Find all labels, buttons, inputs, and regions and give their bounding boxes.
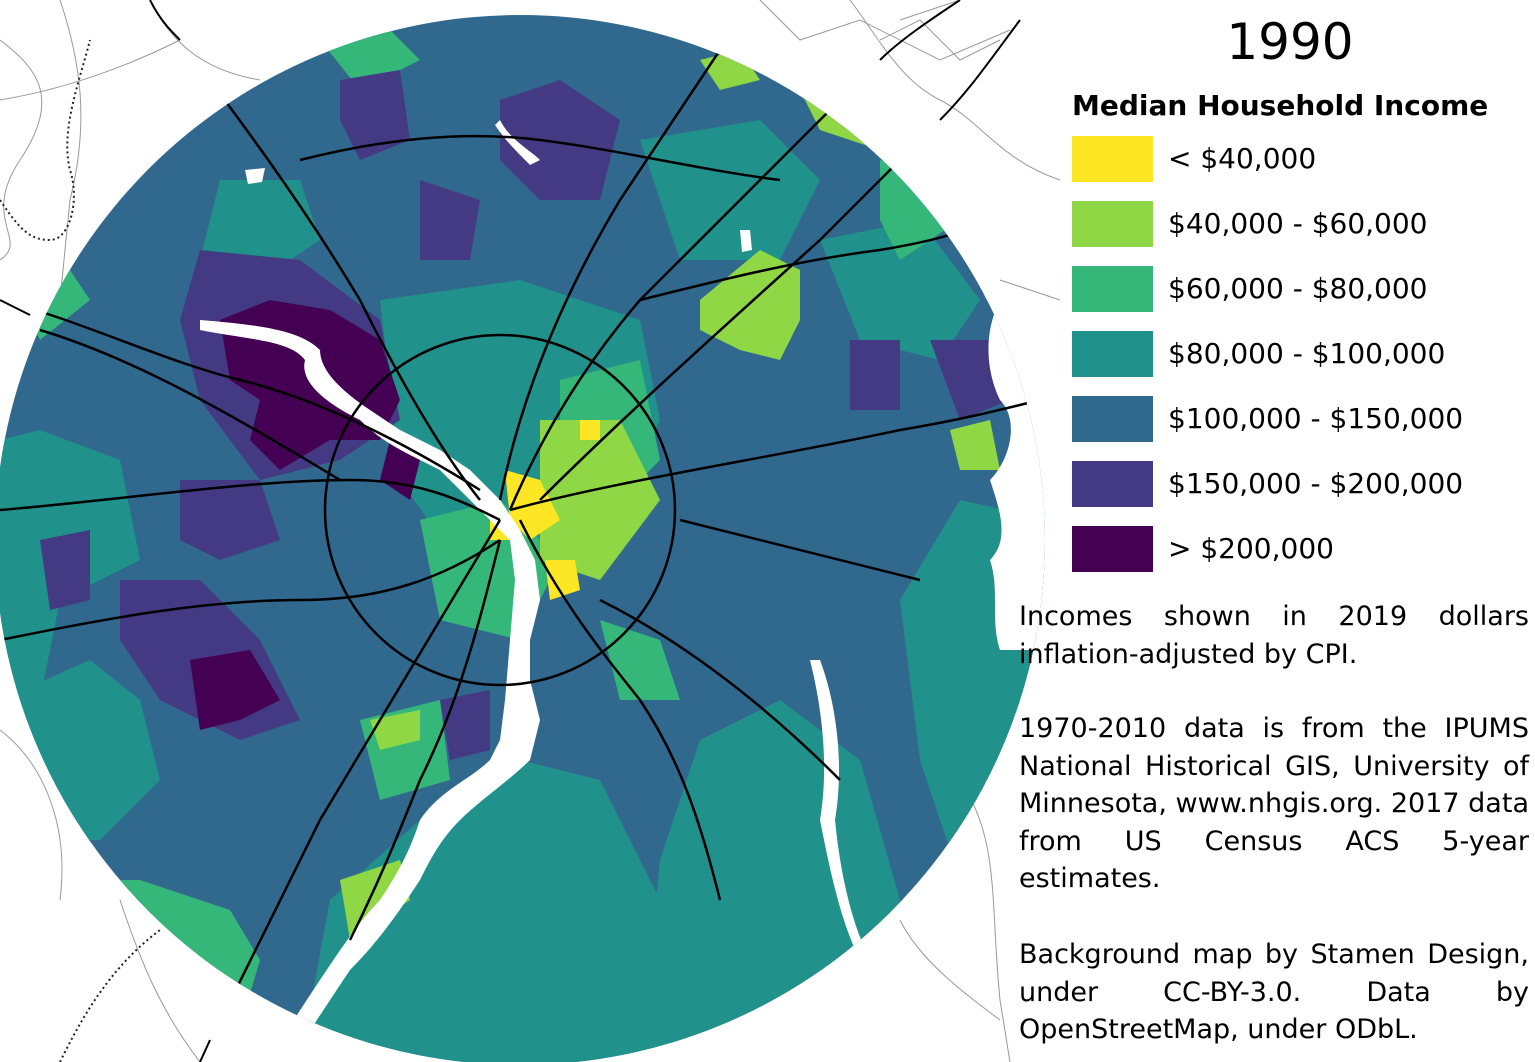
highway-east [679,518,921,582]
legend-swatch [1072,461,1153,507]
highway-route7 [0,298,481,492]
tract-central-lightgreen [540,420,660,580]
legend-label: > $200,000 [1168,532,1334,565]
tract-dc-yellow-3 [580,420,600,440]
tract-southwest-lightgreen [370,710,420,750]
highway-us29 [498,19,742,501]
legend-swatch [1072,266,1153,312]
map-year-title: 1990 [1226,13,1354,71]
legend-item-40k-60k: $40,000 - $60,000 [1072,201,1532,247]
legend-swatch [1072,331,1153,377]
beltway [323,333,677,687]
legend-item-150k-200k: $150,000 - $200,000 [1072,461,1532,507]
north-reservoir [495,120,540,165]
highway-i95-south [198,519,502,1062]
highway-dulles [39,328,341,482]
tract-south-lightgreen [340,860,410,940]
highway-route1 [348,539,502,941]
legend-swatch [1072,201,1153,247]
tract-dc-yellow-2 [545,560,580,600]
legend-item-60k-80k: $60,000 - $80,000 [1072,266,1532,312]
highway-i295 [518,519,722,901]
legend-swatch [1072,526,1153,572]
tract-north-purple [500,80,620,200]
outer-roads [0,0,1021,1062]
legend-item-100k-150k: $100,000 - $150,000 [1072,396,1532,442]
legend-item-under-40k: < $40,000 [1072,136,1532,182]
legend-label: $100,000 - $150,000 [1168,402,1464,435]
tract-north-purple-2 [420,180,480,260]
note-inflation: Incomes shown in 2019 dollars inflation-… [1019,601,1529,670]
highway-us50 [509,398,1041,512]
highway-i370 [299,134,781,182]
legend-label: $40,000 - $60,000 [1168,207,1428,240]
east-reservoir [740,230,752,252]
legend-swatch [1072,396,1153,442]
tract-east-teal-2 [820,220,980,360]
railway-line [0,39,91,242]
legend-label: $150,000 - $200,000 [1168,467,1464,500]
tract-southwest-darkpurple [190,650,280,730]
legend-label: $80,000 - $100,000 [1168,337,1446,370]
tract-southeast-green [600,620,680,700]
railway-line-south [59,929,161,1062]
tract-east-purple [850,340,900,410]
highway-i95-north [508,59,881,511]
tract-northwest-purple-2 [340,70,410,160]
background-roads [0,0,1061,1062]
legend-item-over-200k: > $200,000 [1072,526,1532,572]
highway-west [0,538,501,642]
note-data-source: 1970-2010 data is from the IPUMS Nationa… [1019,713,1529,894]
note-attribution: Background map by Stamen Design, under C… [1019,939,1529,1045]
tract-northeast-teal [640,120,820,260]
legend-label: < $40,000 [1168,142,1317,175]
patuxent-river [810,660,870,960]
highway-i270 [178,39,481,501]
legend-label: $60,000 - $80,000 [1168,272,1428,305]
west-pond [245,168,265,184]
legend-swatch [1072,136,1153,182]
tract-east-lightgreen-2 [950,420,1000,470]
tract-mclean-darkpurple [220,300,400,470]
tract-west-purple-2 [40,530,90,610]
potomac-river [200,320,540,1062]
tract-west-purple [180,480,280,560]
tract-south-teal [300,760,660,1062]
tract-east-lightgreen [700,250,800,360]
highway-i66 [0,478,501,522]
highway-route4 [599,598,841,781]
legend-title: Median Household Income [1072,89,1489,122]
legend-item-80k-100k: $80,000 - $100,000 [1072,331,1532,377]
